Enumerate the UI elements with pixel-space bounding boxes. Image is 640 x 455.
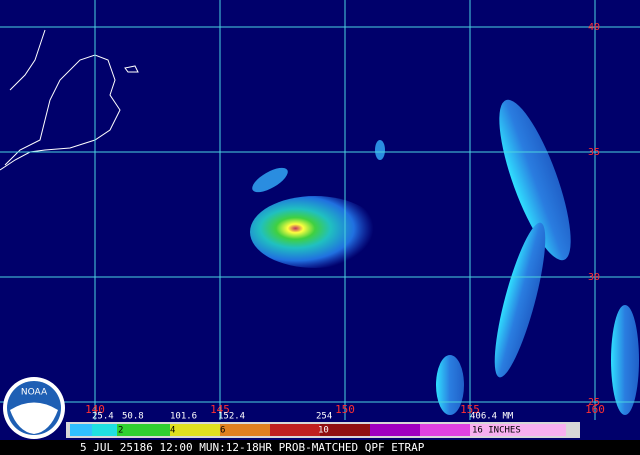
precip-area <box>252 167 288 193</box>
inch-label: 16 INCHES <box>472 426 521 436</box>
mm-label: 25.4 <box>92 412 114 422</box>
mm-label: 152.4 <box>218 412 245 422</box>
coastline <box>0 54 121 171</box>
precip-band <box>611 305 639 415</box>
color-swatch <box>420 424 470 436</box>
lat-label: 40 <box>588 22 600 33</box>
color-swatch <box>470 424 566 436</box>
color-swatch <box>270 424 320 436</box>
mm-label: 406.4 MM <box>470 412 514 422</box>
coastline <box>9 29 46 91</box>
inch-label: 10 <box>318 426 329 436</box>
lon-label: 145 <box>210 403 230 416</box>
logo-gull <box>10 402 58 434</box>
color-swatch <box>70 424 92 436</box>
precip-area <box>375 140 385 160</box>
colorbar: 25.4 50.8 101.6 152.4 254 406.4 MM 2 4 6… <box>66 412 580 438</box>
lat-label: 25 <box>588 397 600 408</box>
precip-band <box>494 222 546 378</box>
precip-area <box>250 196 380 268</box>
mm-label: 254 <box>316 412 332 422</box>
island <box>124 65 139 73</box>
lon-label: 160 <box>585 403 605 416</box>
color-swatch <box>320 424 370 436</box>
inch-label: 4 <box>170 426 175 436</box>
mm-label: 101.6 <box>170 412 197 422</box>
inch-label: 6 <box>220 426 225 436</box>
lon-label: 150 <box>335 403 355 416</box>
lon-label: 155 <box>460 403 480 416</box>
inch-label: 2 <box>118 426 123 436</box>
mm-label: 50.8 <box>122 412 144 422</box>
graticule <box>0 0 640 420</box>
logo: NOAA <box>3 377 65 439</box>
precip-band <box>499 99 571 261</box>
color-swatch <box>220 424 270 436</box>
footer: 5 JUL 25186 12:00 MUN:12-18HR PROB-MATCH… <box>80 441 425 454</box>
color-swatch <box>370 424 420 436</box>
color-swatch <box>92 424 117 436</box>
lat-label: 35 <box>588 147 600 158</box>
lon-label: 140 <box>85 403 105 416</box>
lat-label: 30 <box>588 272 600 283</box>
color-swatch <box>117 424 170 436</box>
logo-text: NOAA <box>21 388 48 398</box>
color-swatch <box>170 424 220 436</box>
precip-band <box>436 355 464 415</box>
